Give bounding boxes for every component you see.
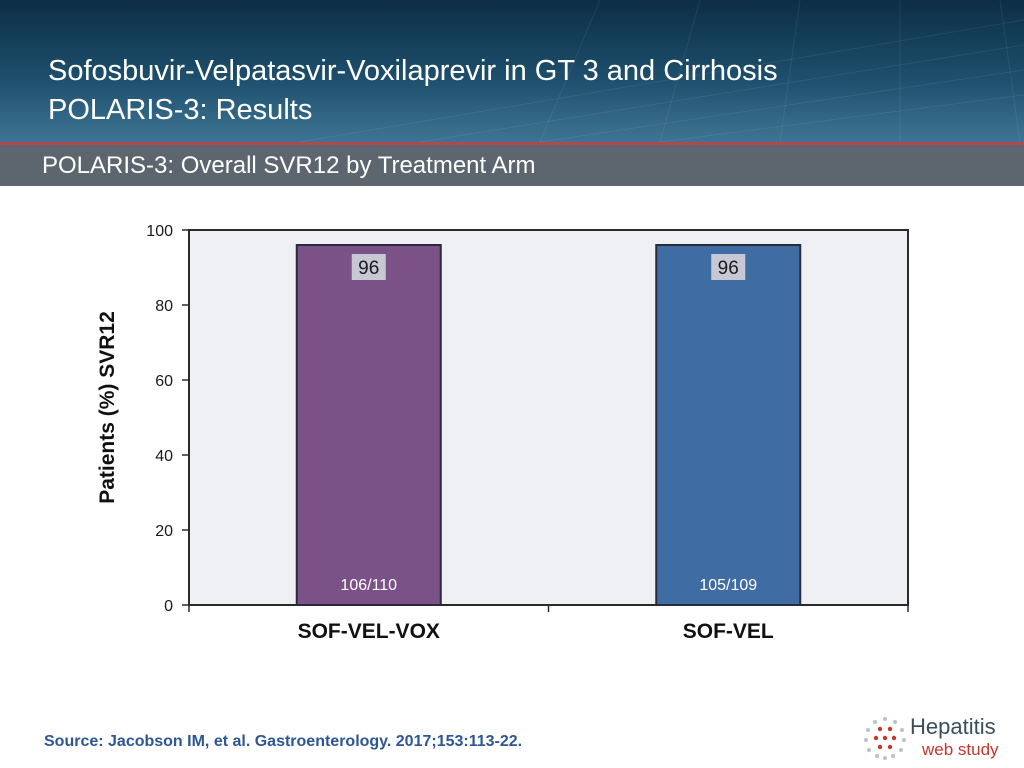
bar-count-label: 105/109 [699,577,757,594]
dots-logo-icon [864,717,906,760]
bar [295,244,442,606]
x-category-label: SOF-VEL-VOX [298,620,440,643]
slide-title-line1: Sofosbuvir-Velpatasvir-Voxilaprevir in G… [48,55,778,87]
y-tick-label: 100 [146,223,173,240]
subheader-bar: POLARIS-3: Overall SVR12 by Treatment Ar… [0,145,1024,186]
y-tick-label: 0 [164,598,173,615]
y-tick-label: 20 [155,523,173,540]
bar-value-label-box [351,254,386,280]
logo-text-hepatitis: Hepatitis [910,714,996,739]
slide-subtitle: POLARIS-3: Overall SVR12 by Treatment Ar… [42,152,536,179]
bar-value-label-box [711,254,746,280]
bar [655,244,802,606]
hepatitis-web-study-logo: Hepatitis web study [862,712,1012,764]
bar-count-label: 106/110 [340,577,397,594]
y-tick-label: 40 [155,448,173,465]
header-divider [0,142,1024,145]
bar-value-label: 96 [718,258,739,279]
svr12-bar-chart: 0 20 40 60 80 100 96 106/110 SOF-VEL-VOX 96 105/10… [96,223,909,643]
x-category-label: SOF-VEL [683,620,774,643]
slide-title: Sofosbuvir-Velpatasvir-Voxilaprevir in G… [48,52,1008,130]
slide-header: Sofosbuvir-Velpatasvir-Voxilaprevir in G… [0,0,1024,142]
source-citation: Source: Jacobson IM, et al. Gastroentero… [44,733,523,750]
y-tick-label: 60 [155,373,173,390]
bar-value-label: 96 [358,258,379,279]
slide-title-line2: POLARIS-3: Results [48,94,313,126]
y-tick-label: 80 [155,298,173,315]
logo-text-web-study: web study [922,740,999,759]
y-axis-label: Patients (%) SVR12 [96,311,119,504]
header-grid-decoration [299,0,1024,142]
